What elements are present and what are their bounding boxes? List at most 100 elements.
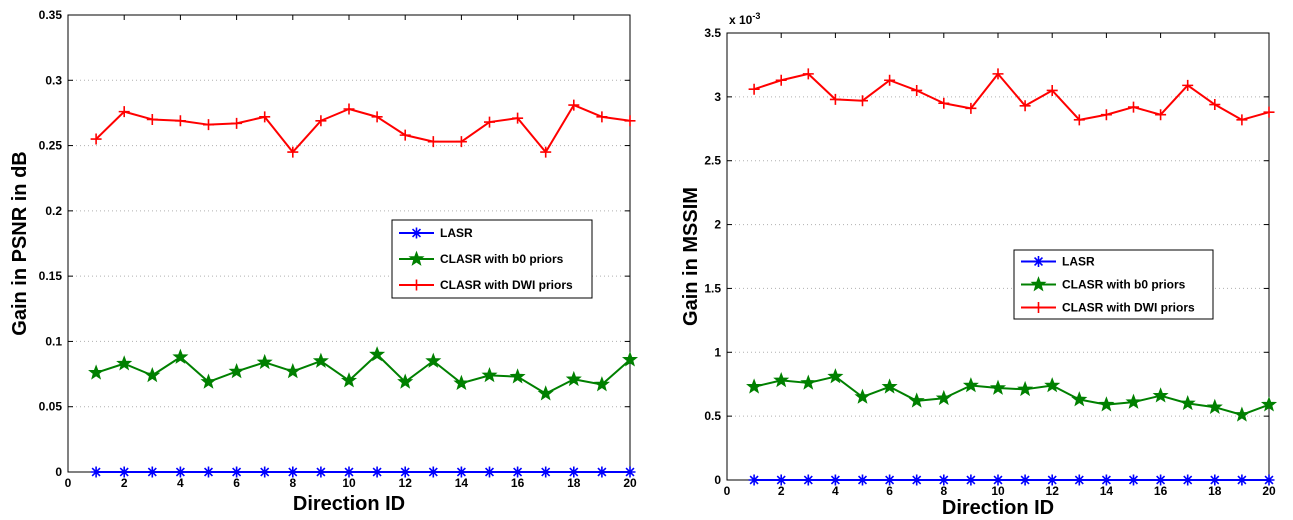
- x-tick-label: 18: [567, 476, 581, 490]
- data-point: [287, 466, 299, 478]
- data-point: [748, 474, 760, 486]
- data-point: [1236, 114, 1248, 126]
- data-point: [748, 83, 760, 95]
- y-tick-label: 3: [714, 90, 721, 104]
- data-point: [231, 117, 243, 129]
- legend-marker: [411, 227, 422, 239]
- data-point: [938, 474, 950, 486]
- x-tick-label: 4: [177, 476, 184, 490]
- data-point: [624, 115, 636, 127]
- data-point: [88, 364, 105, 380]
- data-point: [568, 466, 580, 478]
- data-point: [992, 68, 1004, 80]
- data-point: [1044, 377, 1061, 393]
- data-point: [116, 355, 133, 371]
- x-axis-label: Direction ID: [942, 497, 1054, 519]
- data-point: [343, 466, 355, 478]
- data-point: [1233, 406, 1250, 422]
- data-point: [1100, 474, 1112, 486]
- x-tick-label: 10: [991, 484, 1005, 498]
- data-point: [399, 466, 411, 478]
- data-point: [540, 466, 552, 478]
- data-point: [174, 115, 186, 127]
- data-point: [1098, 396, 1115, 412]
- y-tick-label: 1.5: [704, 281, 721, 295]
- legend-marker: [1033, 302, 1044, 313]
- data-point: [802, 68, 814, 80]
- data-point: [1263, 474, 1275, 486]
- y-axis-label: Gain in PSNR in dB: [9, 151, 31, 335]
- y-exponent-base: x 10: [729, 13, 753, 27]
- y-tick-label: 0.3: [45, 73, 62, 87]
- data-point: [146, 113, 158, 125]
- data-point: [203, 466, 214, 478]
- data-point: [1263, 106, 1275, 118]
- data-point: [1073, 474, 1085, 486]
- x-tick-label: 20: [623, 476, 637, 490]
- legend-marker: [408, 250, 425, 266]
- x-tick-label: 10: [342, 476, 356, 490]
- legend: LASR CLASR with b0 priors CLASR with DWI p…: [1013, 249, 1214, 320]
- data-point: [1155, 474, 1167, 486]
- x-tick-label: 16: [1154, 484, 1168, 498]
- data-point: [962, 377, 979, 393]
- legend-label: LASR: [1062, 255, 1095, 269]
- data-point: [118, 106, 130, 118]
- y-tick-label: 3.5: [704, 26, 721, 40]
- x-tick-label: 6: [233, 476, 240, 490]
- data-point: [565, 370, 582, 387]
- y-tick-label: 0.1: [45, 334, 62, 348]
- data-point: [118, 466, 130, 478]
- data-point: [965, 474, 977, 486]
- data-point: [1206, 398, 1223, 415]
- data-point: [512, 466, 524, 478]
- data-point: [1179, 394, 1196, 411]
- data-point: [256, 353, 273, 370]
- data-point: [146, 466, 158, 478]
- data-point: [775, 474, 787, 486]
- x-tick-label: 14: [455, 476, 469, 490]
- data-point: [854, 388, 871, 404]
- data-point: [1073, 114, 1085, 126]
- data-point: [90, 133, 102, 145]
- data-point: [231, 466, 243, 478]
- data-point: [427, 466, 439, 478]
- data-point: [1155, 109, 1167, 121]
- data-point: [512, 112, 524, 124]
- data-point: [1128, 101, 1139, 113]
- x-tick-label: 14: [1100, 484, 1114, 498]
- data-point: [992, 474, 1004, 486]
- data-point: [1128, 474, 1139, 486]
- data-point: [621, 351, 639, 367]
- data-point: [455, 136, 467, 148]
- x-tick-label: 0: [724, 484, 731, 498]
- data-point: [427, 136, 439, 148]
- data-point: [484, 116, 495, 128]
- x-tick-label: 18: [1208, 484, 1222, 498]
- data-point: [911, 84, 923, 96]
- data-point: [596, 111, 608, 123]
- data-point: [938, 97, 950, 109]
- legend-marker: [1033, 256, 1044, 267]
- data-point: [857, 95, 868, 107]
- y-tick-label: 2: [714, 218, 721, 232]
- x-tick-label: 16: [511, 476, 525, 490]
- data-point: [1182, 79, 1194, 91]
- legend: LASR CLASR with b0 priors CLASR with DWI p…: [391, 219, 593, 299]
- data-point: [802, 474, 814, 486]
- data-point: [746, 378, 763, 394]
- data-point: [1019, 474, 1031, 486]
- x-tick-label: 8: [940, 484, 947, 498]
- data-point: [1100, 109, 1112, 121]
- data-point: [540, 146, 552, 158]
- data-point: [371, 466, 383, 478]
- data-point: [596, 466, 608, 478]
- x-tick-label: 6: [886, 484, 893, 498]
- data-point: [1019, 100, 1031, 112]
- y-tick-label: 0: [55, 465, 62, 479]
- data-point: [399, 129, 411, 141]
- legend-marker: [1030, 276, 1047, 292]
- data-point: [884, 474, 896, 486]
- y-exponent-label: x 10-3: [729, 11, 760, 27]
- data-point: [884, 74, 896, 86]
